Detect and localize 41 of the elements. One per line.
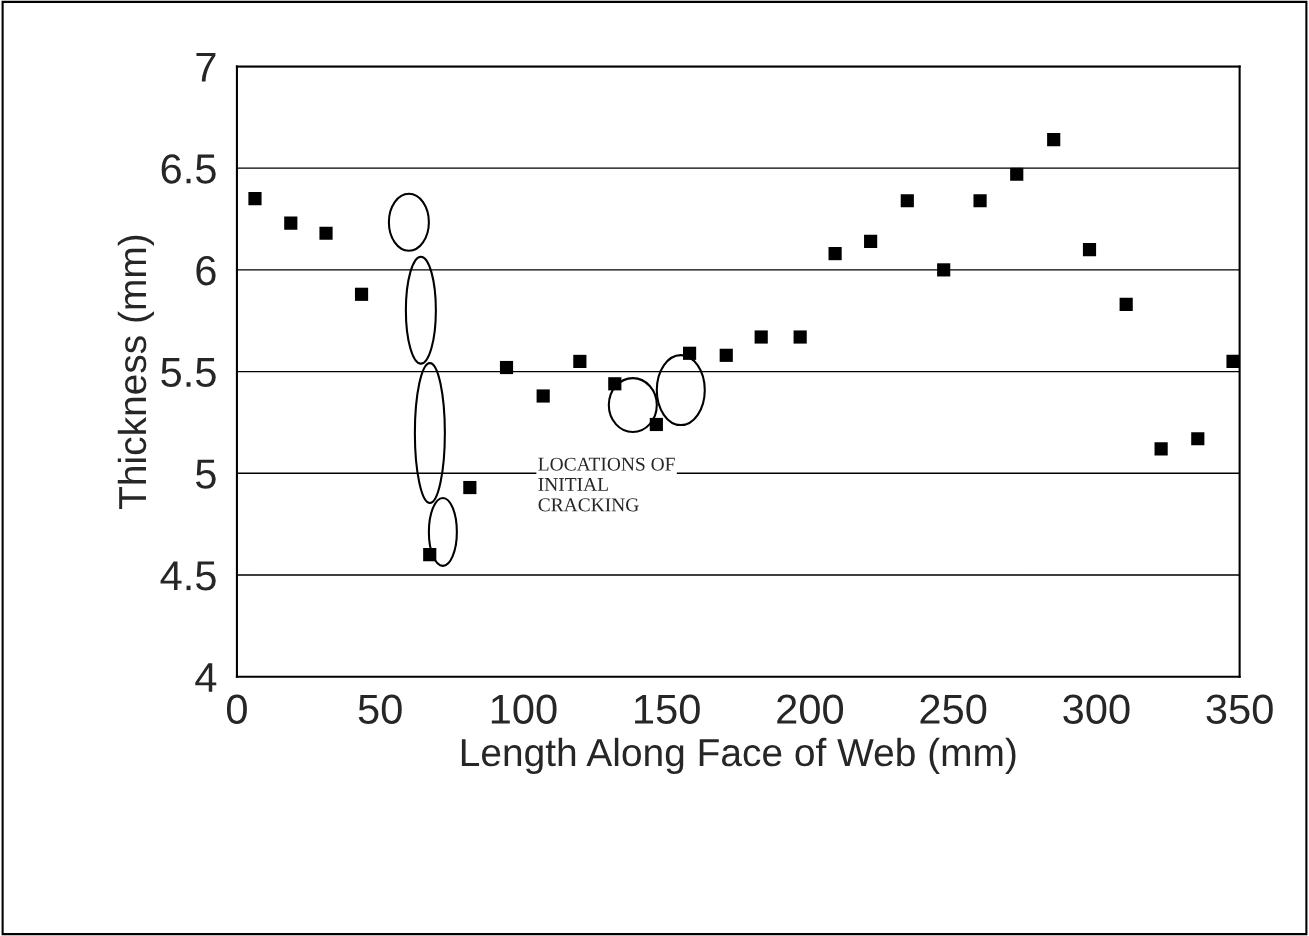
y-tick-label: 6 <box>196 255 216 286</box>
point <box>1191 432 1205 446</box>
point <box>719 348 733 362</box>
point <box>536 389 550 403</box>
point <box>793 330 807 344</box>
point <box>828 247 842 261</box>
x-tick-label: 150 <box>635 694 700 724</box>
point <box>900 194 914 208</box>
point <box>463 480 477 495</box>
point <box>864 234 878 248</box>
y-tick-label: 7 <box>196 52 216 82</box>
y-tick-label: 4 <box>195 663 217 692</box>
point <box>499 360 514 375</box>
annotation: LOCATIONS OF INITIAL CRACKING <box>538 457 675 512</box>
point <box>573 354 587 369</box>
y-tick-label: 5.5 <box>161 358 216 388</box>
x-tick-label: 50 <box>358 694 402 724</box>
point <box>1226 354 1240 369</box>
point <box>1010 167 1024 181</box>
y-tick-label: 4.5 <box>160 561 216 591</box>
point <box>354 287 369 301</box>
point <box>1082 242 1097 257</box>
x-tick-label: 200 <box>777 694 844 724</box>
point <box>973 194 987 208</box>
x-tick-label: 350 <box>1206 694 1273 724</box>
y-axis-title: Thickness (mm) <box>117 235 154 509</box>
point <box>284 216 298 230</box>
point <box>1119 297 1133 312</box>
point <box>1047 133 1061 147</box>
point <box>937 263 951 277</box>
x-tick-label: 100 <box>491 694 557 724</box>
y-tick-label: 6.5 <box>161 154 216 184</box>
point <box>1154 442 1168 456</box>
point <box>319 226 333 240</box>
y-tick-label: 5 <box>195 459 216 489</box>
x-tick-label: 250 <box>920 694 987 724</box>
x-tick-label: 300 <box>1063 694 1130 724</box>
point <box>248 192 262 206</box>
point <box>754 330 768 344</box>
x-axis-title: Length Along Face of Web (mm) <box>461 737 1016 775</box>
x-tick-label: 0 <box>226 694 247 724</box>
